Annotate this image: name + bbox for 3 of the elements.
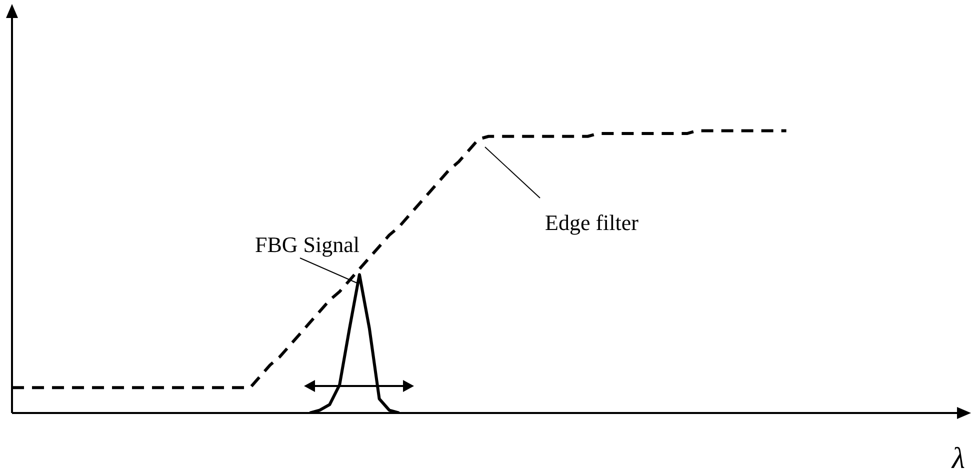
x-axis-title: λ bbox=[951, 442, 965, 473]
annotation: Edge filter bbox=[545, 210, 640, 235]
annotation: FBG Signal bbox=[255, 232, 360, 257]
